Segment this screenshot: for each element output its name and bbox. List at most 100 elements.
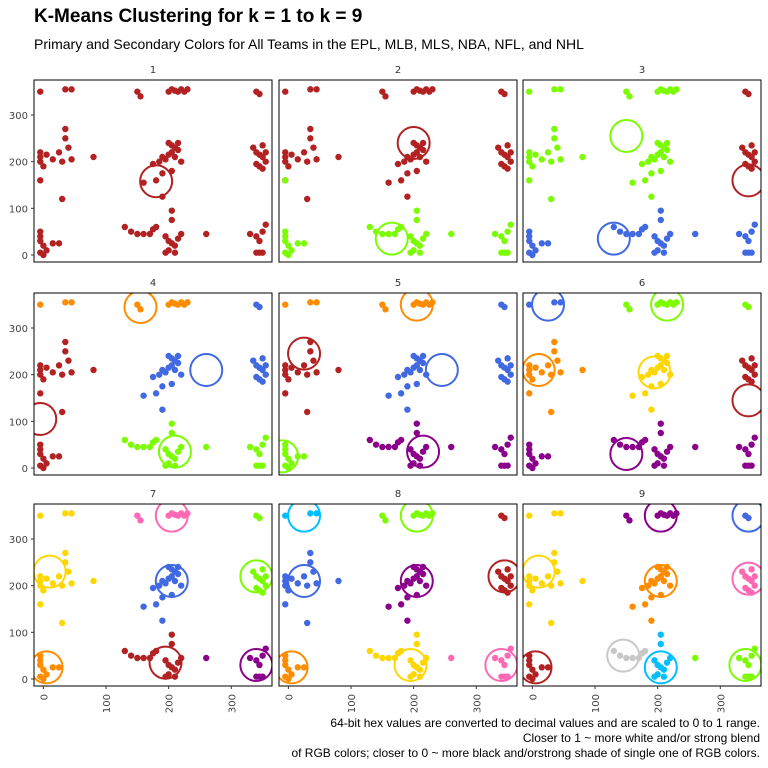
data-point [526, 512, 533, 519]
data-point [259, 355, 266, 362]
data-point [168, 631, 175, 638]
cluster-centroid-ring [123, 293, 158, 324]
data-point [37, 366, 44, 374]
data-point [429, 86, 436, 93]
data-point [526, 233, 533, 240]
panel-marks [34, 293, 269, 472]
chart-subtitle: Primary and Secondary Colors for All Tea… [34, 36, 584, 52]
data-point [419, 352, 427, 360]
data-point [507, 362, 514, 369]
x-tick-label: 200 [654, 694, 665, 713]
cluster-centroid-ring [731, 561, 761, 596]
data-point [404, 383, 411, 390]
panel-marks [279, 504, 517, 685]
data-point [250, 568, 257, 575]
facet-label: 8 [395, 489, 401, 500]
data-point [551, 338, 558, 346]
data-point [663, 235, 671, 242]
data-point [410, 139, 417, 147]
data-point [37, 237, 44, 245]
panel-marks [279, 293, 514, 474]
data-point [184, 299, 191, 306]
data-point [422, 230, 430, 238]
data-point [137, 93, 144, 100]
data-point [152, 223, 160, 231]
data-point [526, 446, 533, 453]
data-point [313, 369, 320, 376]
data-point [416, 666, 424, 673]
y-tick-label: 300 [9, 111, 28, 122]
data-point [303, 582, 311, 589]
data-point [285, 163, 292, 170]
data-point [37, 301, 44, 308]
data-point [335, 153, 342, 161]
data-point [663, 448, 671, 455]
data-point [498, 233, 505, 240]
data-point [641, 177, 649, 184]
data-point [748, 142, 755, 149]
data-point [168, 640, 175, 648]
data-point [547, 195, 555, 203]
data-point [282, 301, 289, 308]
data-point [307, 299, 314, 306]
data-point [288, 671, 295, 678]
data-point [68, 369, 75, 376]
cluster-centroid-ring [239, 559, 272, 594]
data-point [49, 369, 56, 376]
panel-marks [34, 504, 272, 685]
data-point [203, 654, 210, 662]
data-point [282, 228, 289, 235]
cluster-centroid-ring [148, 645, 183, 680]
data-point [162, 446, 169, 453]
x-tick-label: 100 [102, 694, 113, 713]
data-point [413, 216, 420, 224]
cluster-centroid-ring [239, 648, 272, 682]
cluster-centroid-ring [279, 439, 300, 474]
cluster-centroid-ring [399, 564, 434, 598]
data-point [504, 165, 511, 172]
data-point [526, 149, 533, 156]
data-point [282, 577, 289, 585]
data-point [739, 357, 746, 364]
data-point [751, 158, 758, 165]
data-point [65, 357, 72, 364]
cluster-centroid-ring [606, 638, 641, 673]
caption-line-2: Closer to 1 ~ more white and/or strong b… [522, 731, 760, 745]
data-point [37, 661, 44, 669]
data-point [37, 657, 44, 664]
data-point [146, 230, 154, 238]
data-point [379, 654, 386, 662]
data-point [748, 566, 755, 573]
data-point [307, 125, 314, 133]
data-point [507, 371, 514, 378]
y-tick-label: 100 [9, 417, 28, 428]
data-point [532, 247, 539, 254]
data-point [259, 462, 266, 469]
data-point [256, 90, 263, 98]
data-point [538, 453, 545, 460]
data-point [501, 661, 508, 669]
data-point [745, 661, 752, 669]
data-point [40, 587, 47, 594]
data-point [294, 580, 301, 587]
data-point [663, 139, 671, 147]
y-tick-label: 300 [9, 324, 28, 335]
data-point [174, 139, 182, 147]
data-point [177, 443, 185, 451]
data-point [557, 156, 564, 163]
data-point [134, 301, 141, 308]
data-point [253, 657, 260, 664]
data-point [651, 156, 658, 163]
data-point [532, 575, 539, 582]
cluster-centroid-ring [157, 434, 192, 469]
data-point [504, 366, 511, 374]
data-point [37, 390, 44, 397]
panel-border [33, 292, 273, 476]
data-point [641, 647, 649, 655]
data-point [501, 514, 508, 522]
data-point [623, 443, 630, 451]
data-point [657, 631, 664, 638]
facet-label: 6 [639, 278, 645, 289]
data-point [168, 149, 175, 156]
data-point [579, 153, 586, 161]
